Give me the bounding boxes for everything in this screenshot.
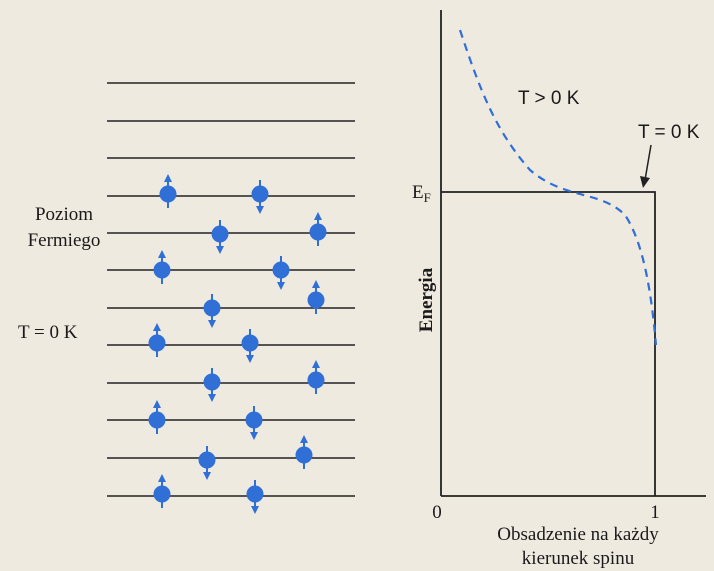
electron-dot [203, 373, 221, 391]
electron [148, 400, 166, 434]
arrow-head [640, 176, 650, 188]
fermi-label: Poziom [35, 204, 93, 225]
electron [307, 280, 325, 314]
electron [159, 174, 177, 208]
electron [241, 329, 259, 363]
spin-arrow-head [314, 212, 322, 220]
electron-dot [309, 223, 327, 241]
ef-label: EF [412, 182, 431, 205]
spin-arrow-head [256, 206, 264, 214]
spin-arrow-head [312, 280, 320, 288]
electron-dot [159, 185, 177, 203]
spin-arrow-head [208, 394, 216, 402]
electron [307, 360, 325, 394]
electron-dot [153, 485, 171, 503]
electron-dot [307, 371, 325, 389]
spin-arrow-head [246, 355, 254, 363]
ef-main: E [412, 182, 424, 203]
electron-dot [251, 185, 269, 203]
arrow [644, 144, 652, 181]
spin-arrow-head [203, 472, 211, 480]
spin-arrow-head [164, 174, 172, 182]
x-axis-label: Obsadzenie na każdy [497, 524, 659, 545]
spin-arrow-head [277, 282, 285, 290]
electron [246, 480, 264, 514]
spin-arrow-head [251, 506, 259, 514]
spin-arrow-head [300, 435, 308, 443]
x-tick: 1 [650, 502, 660, 523]
electron [153, 250, 171, 284]
electron [272, 256, 290, 290]
electron-dot [203, 299, 221, 317]
electron [198, 446, 216, 480]
electron-dot [307, 291, 325, 309]
spin-arrow-head [153, 323, 161, 331]
electron-dot [198, 451, 216, 469]
fermi-label: Fermiego [28, 230, 101, 251]
electron [203, 368, 221, 402]
energy-levels [107, 82, 355, 497]
spin-arrow-head [208, 320, 216, 328]
x-axis-label: kierunek spinu [522, 548, 635, 569]
electrons [148, 174, 327, 514]
y-axis-label: Energia [416, 267, 437, 332]
electron [148, 323, 166, 357]
ef-sub: F [424, 190, 431, 205]
spin-arrow-head [158, 250, 166, 258]
electron [203, 294, 221, 328]
step-function [441, 191, 656, 496]
electron [153, 474, 171, 508]
fermi-dirac-curve [458, 29, 658, 346]
temp-label: T = 0 K [638, 122, 700, 143]
electron [251, 180, 269, 214]
electron [295, 435, 313, 469]
spin-arrow-head [153, 400, 161, 408]
electron-dot [245, 411, 263, 429]
electron-dot [241, 334, 259, 352]
temp-label: T > 0 K [518, 88, 580, 109]
electron-dot [153, 261, 171, 279]
electron-dot [148, 411, 166, 429]
spin-arrow-head [312, 360, 320, 368]
electron [309, 212, 327, 246]
electron-dot [295, 446, 313, 464]
electron [211, 220, 229, 254]
electron-dot [272, 261, 290, 279]
electron-dot [211, 225, 229, 243]
electron-dot [246, 485, 264, 503]
spin-arrow-head [158, 474, 166, 482]
temp-label: T = 0 K [18, 322, 78, 343]
spin-arrow-head [250, 432, 258, 440]
electron-dot [148, 334, 166, 352]
electron [245, 406, 263, 440]
x-tick: 0 [432, 502, 442, 523]
spin-arrow-head [216, 246, 224, 254]
